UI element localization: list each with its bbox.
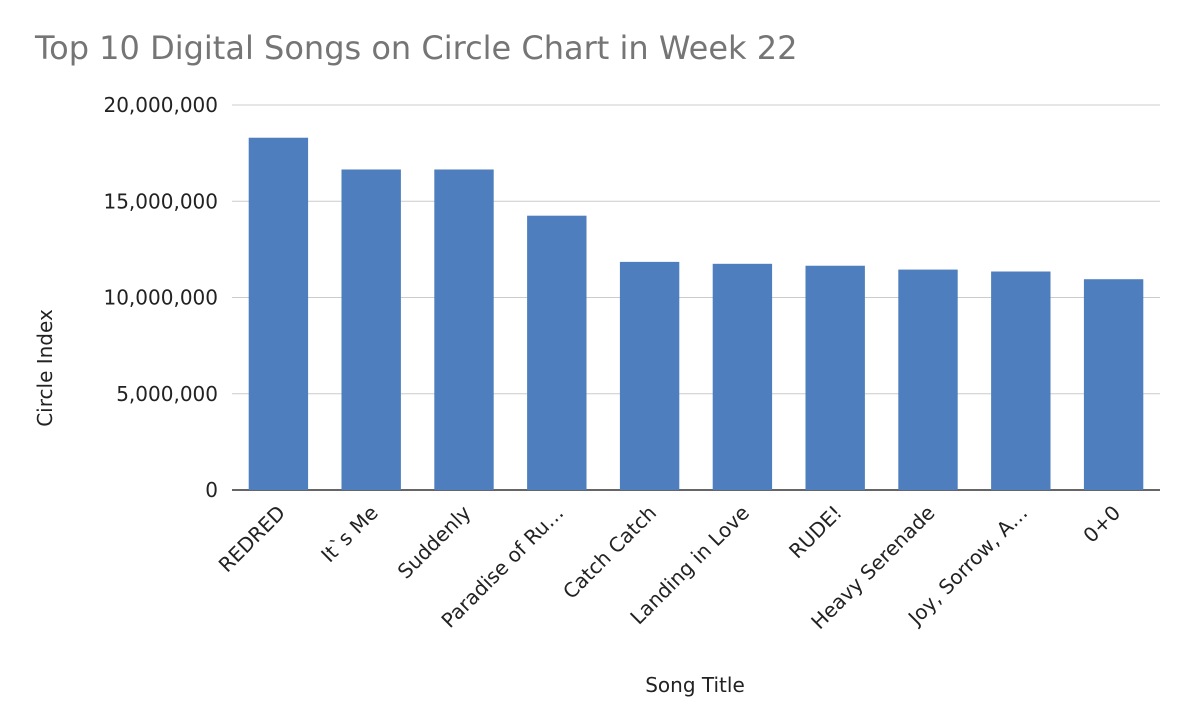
bar (341, 169, 401, 491)
bar (805, 265, 865, 490)
chart-title: Top 10 Digital Songs on Circle Chart in … (34, 29, 797, 67)
x-tick-label: RUDE! (784, 501, 847, 564)
y-axis-title: Circle Index (33, 309, 57, 427)
bar (527, 215, 587, 490)
bars (248, 137, 1144, 491)
y-tick-label: 15,000,000 (103, 189, 218, 213)
x-tick-label: Suddenly (393, 500, 476, 583)
bar (248, 137, 309, 490)
y-tick-label: 10,000,000 (103, 286, 218, 310)
bar (712, 263, 773, 490)
x-tick-label: 0+0 (1078, 501, 1125, 548)
y-tick-label: 0 (205, 478, 218, 502)
bar (898, 269, 958, 490)
x-tick-label: It`s Me (316, 501, 383, 568)
x-tick-label: REDRED (214, 501, 290, 577)
bar (434, 169, 494, 491)
x-axis-title: Song Title (645, 673, 745, 697)
y-axis-ticks: 0 5,000,000 10,000,000 15,000,000 20,000,000 (103, 93, 218, 502)
bar (1083, 279, 1144, 490)
x-tick-label: Catch Catch (558, 501, 661, 604)
bar (619, 261, 680, 490)
y-tick-label: 20,000,000 (103, 93, 218, 117)
y-tick-label: 5,000,000 (116, 382, 218, 406)
bar (991, 271, 1051, 490)
